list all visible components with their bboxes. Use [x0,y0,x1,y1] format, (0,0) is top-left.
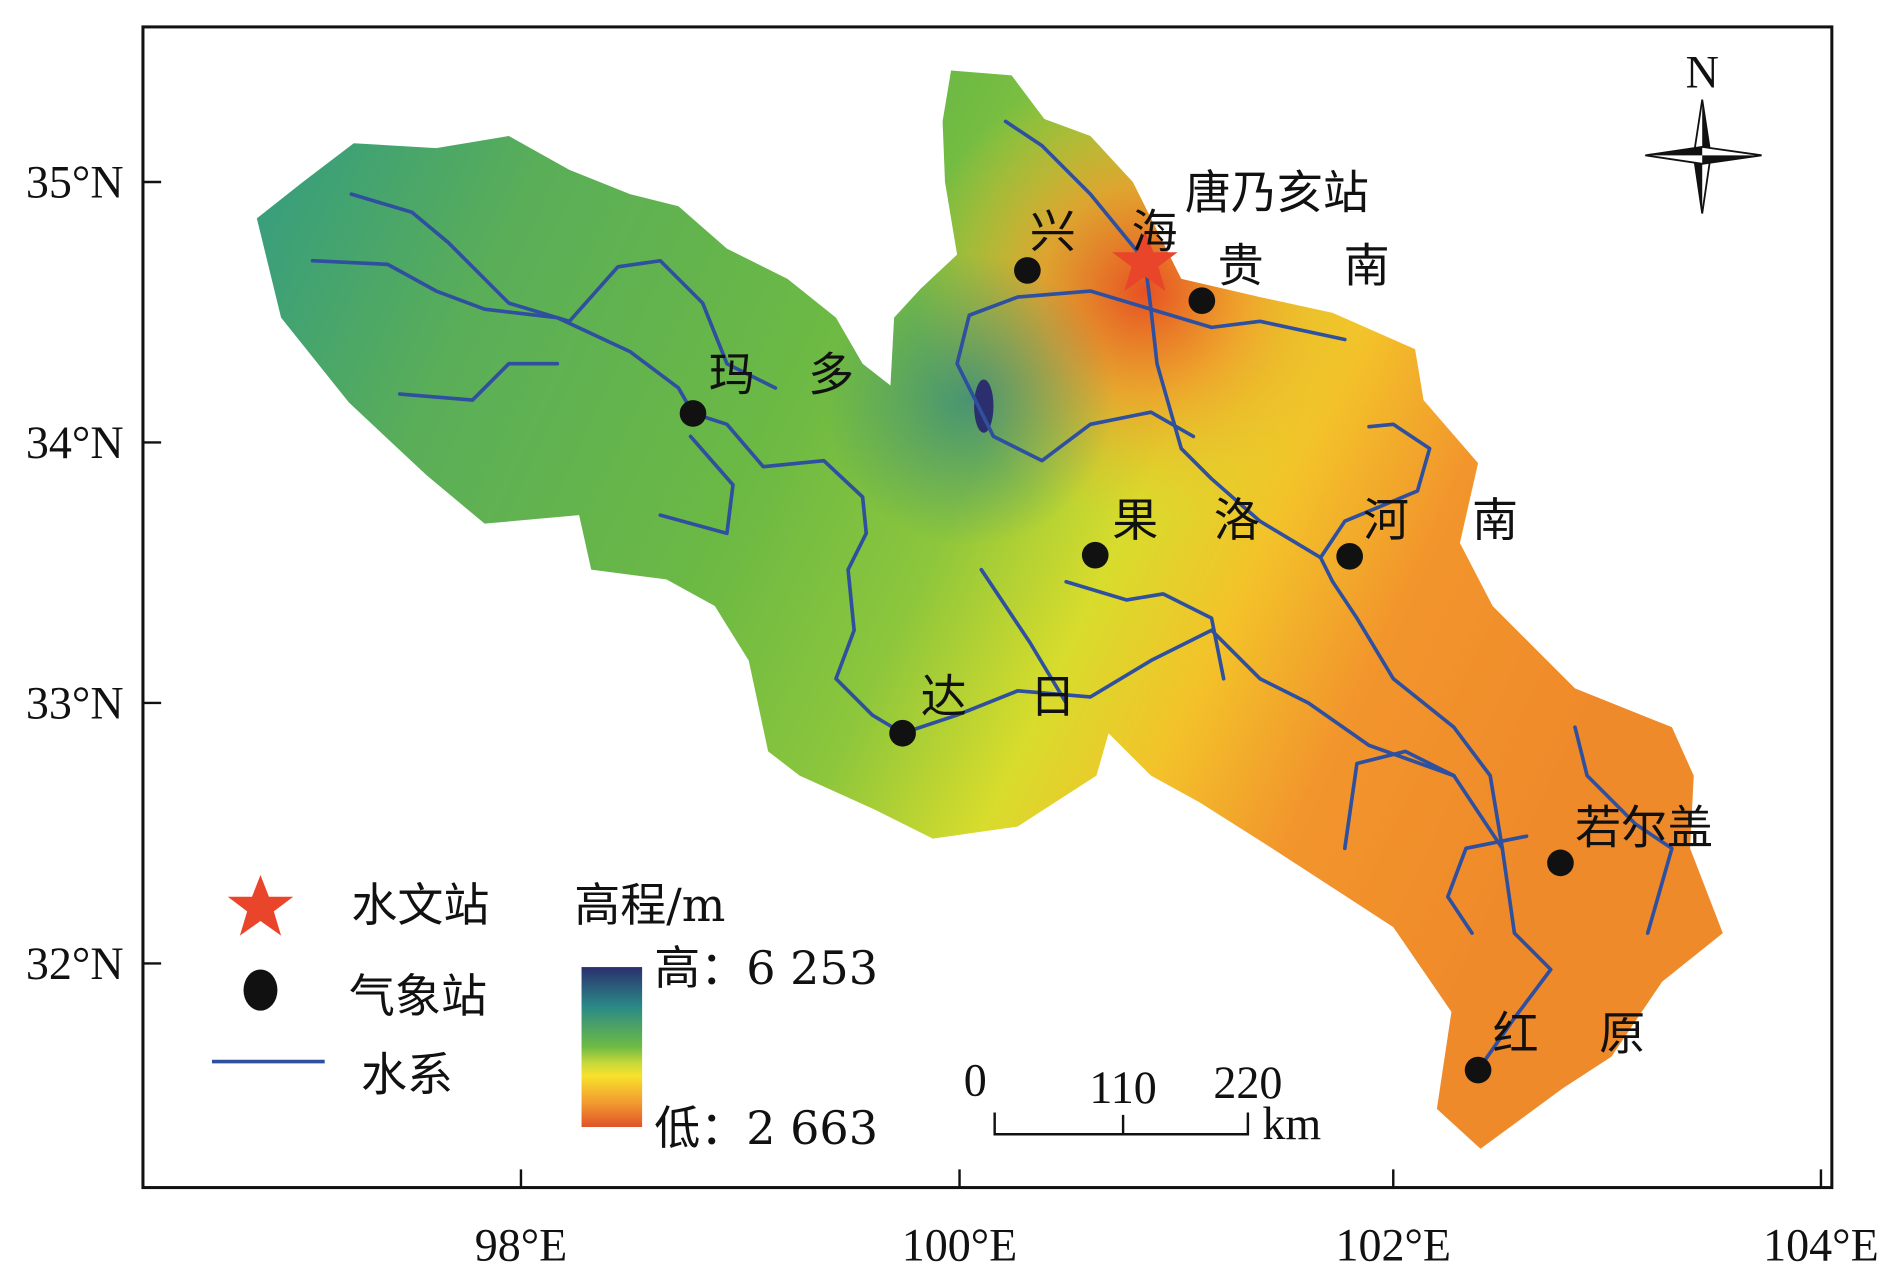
legend-met-label: 气象站 [349,969,487,1023]
north-label: N [1686,46,1719,97]
elevation-colorbar [581,967,643,1127]
met-station-dot [889,719,916,747]
legend-dot-icon [243,969,278,1011]
legend-hydro-label: 水文站 [351,878,489,932]
station-label: 红原 [1493,1006,1706,1060]
lon-tick-label: 100°E [902,1219,1018,1269]
station-label: 果洛 [1112,493,1316,547]
scale-tick-label: 110 [1089,1062,1156,1113]
river [349,192,778,390]
lon-tick-label: 98°E [475,1219,568,1269]
scale-unit-label: km [1262,1098,1321,1149]
legend: 水文站 气象站 水系 高程/m 高：6 253 低：2 663 [212,874,878,1155]
met-station-dot [1014,257,1041,284]
scale-tick-label: 220 [1213,1057,1282,1108]
station-label: 若尔盖 [1575,800,1713,854]
river [310,258,905,736]
hydro-station-label: 唐乃亥站 [1185,166,1369,220]
lon-tick-label: 102°E [1335,1219,1451,1269]
scale-bar [993,1112,1250,1136]
scale-tick-label: 0 [964,1054,987,1105]
hydro-station-star [1112,230,1178,292]
river [1318,422,1505,851]
station-label: 玛多 [709,347,908,401]
station-label: 兴海 [1030,204,1234,258]
station-label: 河南 [1363,493,1581,547]
legend-star-icon [227,874,294,936]
river [1064,579,1226,681]
elevation-high-label: 高：6 253 [654,941,878,995]
lon-tick-label: 104°E [1763,1219,1879,1269]
river [955,289,1196,463]
met-station-dot [1547,849,1574,877]
lat-tick-label: 32°N [26,938,124,989]
river [1445,834,1529,935]
river [397,361,560,402]
river [979,567,1068,705]
met-station-dot [1336,543,1363,570]
met-station-dot [1188,287,1216,315]
station-label: 达日 [921,670,1139,724]
met-station-dot [679,400,707,427]
elevation-title: 高程/m [574,878,725,932]
station-label: 贵南 [1218,238,1470,292]
river [658,434,735,536]
legend-river-label: 水系 [361,1048,453,1102]
river [900,628,1553,1072]
met-station-dot [1464,1056,1492,1084]
elevation-low-label: 低：2 663 [654,1101,878,1155]
north-arrow-icon [1645,99,1762,214]
river [1149,307,1347,342]
lat-tick-label: 33°N [26,678,124,729]
lat-tick-label: 35°N [26,157,124,208]
river-network [310,119,1674,1072]
map-frame [141,25,1834,1190]
river [1342,749,1456,851]
river [1573,725,1674,935]
axis-ticks [142,180,1823,1188]
river [1003,119,1323,560]
lat-tick-label: 34°N [26,417,124,468]
met-stations [679,257,1574,1084]
met-station-dot [1081,541,1109,569]
